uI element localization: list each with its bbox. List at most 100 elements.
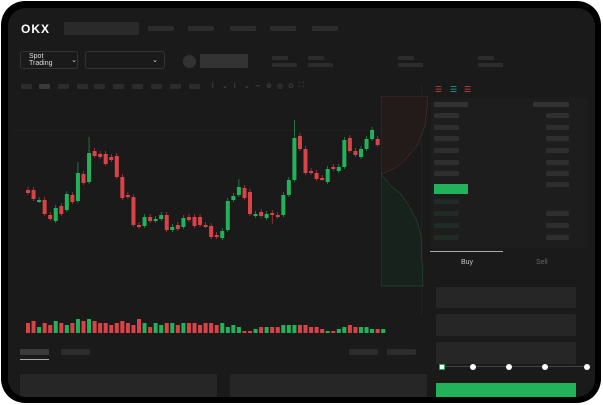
candle [164,215,169,230]
volume-bar [137,319,141,333]
chart-tool-icon[interactable]: ⌄ [222,83,228,90]
chart-tool-icon[interactable]: ⌇ [233,83,237,90]
orderbook-bids-icon[interactable]: ☰ [450,85,458,94]
pair-select[interactable]: ⌄ [85,51,165,69]
okx-logo: OKX [21,22,51,36]
volume-bar [192,323,197,333]
filter-button[interactable] [349,349,378,355]
volume-bar [336,329,341,333]
order-book-cell [434,223,459,228]
tab-underline [20,359,49,360]
candle [198,217,203,225]
interval-button[interactable] [58,84,69,89]
chart-tool-icon[interactable]: ⊘ [266,83,272,90]
order-book-cell [546,235,569,240]
volume-bar [103,323,108,333]
filter-button[interactable] [387,349,416,355]
chart-tool-icon[interactable]: ⌄ [244,83,250,90]
order-book-cell [546,182,569,187]
chart-tool-icon[interactable]: ◎ [277,83,284,90]
tab-sell[interactable]: Sell [536,259,548,266]
search-bar[interactable] [64,22,139,35]
candle [220,231,225,238]
slider-stop[interactable] [506,364,512,370]
slider-stop[interactable] [542,364,548,370]
slider-handle[interactable] [439,364,445,370]
app-screen: OKX Spot Trading ⌄ ⌄ ⌇ ⌄ ⌇ ⌄ ∼ ⊘ ◎ ⊙ ⛶ ☰ ☰ ☰ Buy … [8,8,595,397]
candle [26,190,30,193]
nav-item[interactable] [148,26,174,31]
chart-tool-icon[interactable]: ∼ [255,83,261,90]
candle [120,177,125,198]
volume-bar [203,323,208,333]
nav-item[interactable] [230,26,256,31]
stat-label [398,56,414,60]
interval-button[interactable] [151,84,162,89]
tab-underline [430,251,503,252]
volume-bar [259,327,264,333]
candle [281,195,286,215]
nav-item[interactable] [188,26,214,31]
volume-bar [64,325,69,333]
candlestick-chart[interactable] [8,93,433,343]
candle [64,194,69,210]
candle [153,219,158,221]
orderbook-asks-icon[interactable]: ☰ [464,85,472,94]
candle [242,188,247,198]
chart-tool-icon[interactable]: ⊙ [288,83,294,90]
order-book-cell [434,171,459,176]
slider-stop[interactable] [470,364,476,370]
orders-panel [20,374,217,397]
candle [131,197,136,225]
tab-open-orders[interactable] [20,349,49,355]
interval-button[interactable] [77,84,88,89]
interval-button[interactable] [39,84,50,89]
chart-tool-icon[interactable]: ⌇ [211,83,215,90]
interval-button[interactable] [94,84,105,89]
volume-bar [42,323,47,333]
volume-bar [59,323,64,333]
candle [320,178,325,180]
order-book-cell [533,102,569,107]
last-price-highlight [434,184,468,194]
candle [225,201,230,230]
candle [214,235,219,237]
orderbook-both-icon[interactable]: ☰ [435,85,443,94]
volume-bar [236,327,241,333]
candle [75,173,80,201]
interval-button[interactable] [189,84,200,89]
candle [109,157,114,160]
candle [203,225,208,227]
interval-button[interactable] [170,84,181,89]
interval-button[interactable] [132,84,143,89]
nav-item[interactable] [270,26,296,31]
nav-item[interactable] [312,26,338,31]
amount-slider[interactable] [439,364,590,370]
tab-buy[interactable]: Buy [461,259,474,266]
order-book-cell [546,148,569,153]
order-book-cell [434,148,459,153]
volume-bar [297,325,302,333]
slider-stop[interactable] [584,364,590,370]
stat-value [398,63,423,67]
orders-panel [230,374,427,397]
amount-input[interactable] [436,314,576,336]
chart-tool-icon[interactable]: ⛶ [299,82,304,89]
candle [81,174,86,183]
market-select[interactable]: Spot Trading ⌄ [20,51,78,69]
stat-label [478,56,494,60]
volume-bar [314,327,319,333]
candle [92,151,97,156]
volume-bar [214,325,219,333]
candle [142,217,147,226]
tab-order-history[interactable] [61,349,90,355]
buy-button[interactable] [436,383,576,397]
total-input[interactable] [436,342,576,364]
price-input[interactable] [436,287,576,308]
candle [125,195,130,197]
interval-button[interactable] [21,84,32,89]
volume-bar [242,331,247,333]
interval-button[interactable] [113,84,124,89]
volume-bar [37,327,42,333]
volume-bar [220,323,225,333]
